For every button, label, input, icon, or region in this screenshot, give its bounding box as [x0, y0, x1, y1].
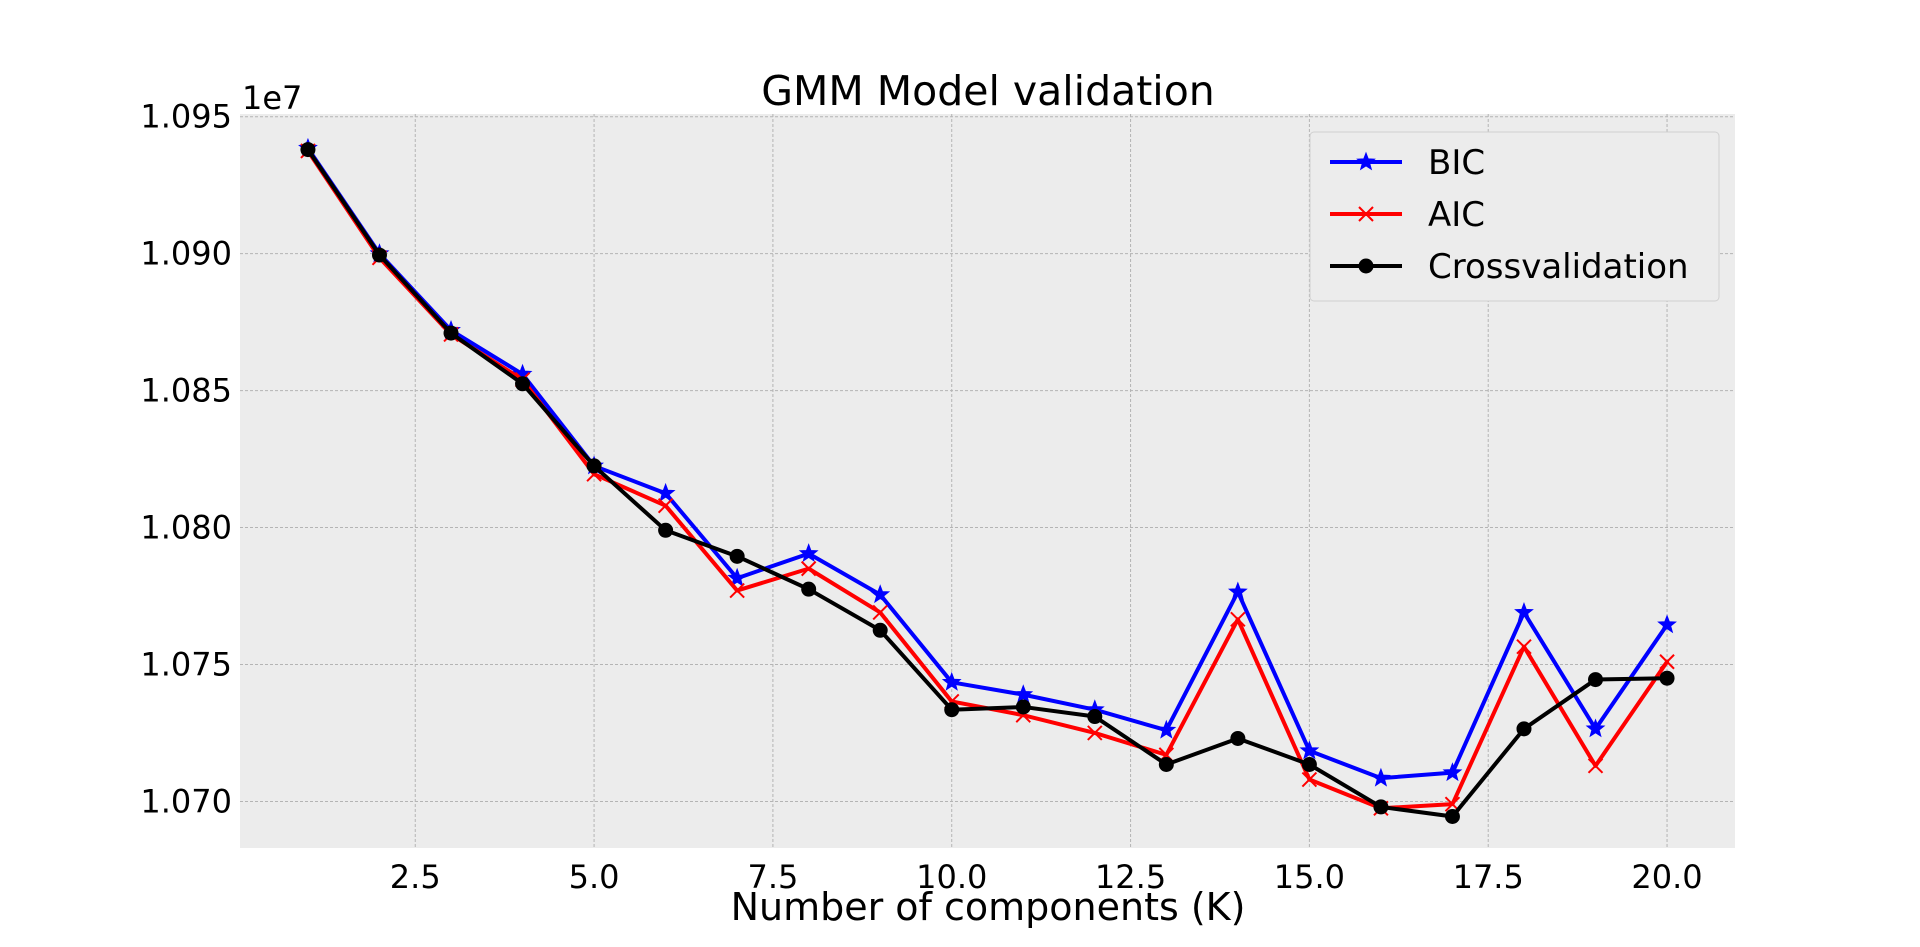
data-point-bic	[1013, 684, 1034, 704]
x-tick-label: 2.5	[390, 858, 441, 896]
data-point-crossvalidation	[872, 622, 888, 638]
y-tick-label: 1.095	[140, 98, 232, 136]
legend-label: AIC	[1428, 195, 1485, 235]
data-point-crossvalidation	[443, 325, 459, 341]
data-point-crossvalidation	[1158, 756, 1174, 772]
series-line-bic	[305, 146, 1670, 781]
y-axis-offset-label: 1e7	[242, 79, 302, 117]
data-point-crossvalidation	[1444, 809, 1460, 825]
x-tick-label: 5.0	[569, 858, 620, 896]
data-point-crossvalidation	[1230, 730, 1246, 746]
data-point-aic	[1659, 654, 1675, 670]
y-axis-ticks: 1.070 1.075 1.080 1.085 1.090 1.095	[140, 98, 232, 821]
data-point-crossvalidation	[729, 548, 745, 564]
legend-marker-crossvalidation	[1358, 258, 1374, 274]
legend-marker-bic	[1356, 151, 1376, 171]
data-point-crossvalidation	[1015, 699, 1031, 715]
data-point-crossvalidation	[1659, 670, 1675, 686]
x-axis-ticks: 2.5 5.0 7.5 10.0 12.5 15.0 17.5 20.0	[390, 858, 1703, 896]
data-point-bic	[941, 671, 962, 691]
data-point-crossvalidation	[1516, 721, 1532, 737]
data-point-crossvalidation	[944, 702, 960, 718]
x-tick-label: 15.0	[1274, 858, 1345, 896]
legend: BIC AIC Crossvalidation	[1309, 131, 1720, 302]
x-tick-label: 12.5	[1095, 858, 1166, 896]
data-point-bic	[1514, 602, 1534, 621]
series-crossvalidation	[300, 142, 1675, 825]
y-tick-label: 1.090	[140, 235, 232, 273]
data-point-crossvalidation	[1301, 756, 1317, 772]
x-tick-label: 7.5	[747, 858, 798, 896]
y-tick-label: 1.080	[140, 509, 232, 547]
x-tick-label: 20.0	[1631, 858, 1702, 896]
y-tick-label: 1.070	[140, 782, 232, 820]
series-layer	[298, 137, 1677, 825]
data-point-aic	[657, 497, 674, 514]
x-tick-label: 17.5	[1453, 858, 1524, 896]
data-point-bic	[1371, 767, 1391, 787]
legend-label: BIC	[1428, 143, 1485, 183]
data-point-bic	[870, 584, 891, 604]
legend-item-bic: BIC	[1330, 143, 1485, 183]
legend-label: Crossvalidation	[1428, 247, 1689, 287]
data-point-bic	[727, 567, 748, 587]
x-axis-label: Number of components (K)	[731, 885, 1246, 929]
legend-item-crossvalidation: Crossvalidation	[1330, 247, 1689, 287]
data-point-aic	[800, 560, 817, 577]
data-point-aic	[729, 582, 745, 599]
data-point-aic	[1516, 638, 1532, 655]
data-point-aic	[1230, 611, 1246, 628]
x-tick-label: 10.0	[916, 858, 987, 896]
legend-item-aic: AIC	[1330, 195, 1485, 235]
data-point-bic	[1299, 740, 1320, 760]
legend-marker-aic	[1358, 206, 1374, 222]
series-line-crossvalidation	[305, 147, 1670, 819]
data-point-bic	[798, 543, 819, 563]
data-point-aic	[1087, 725, 1103, 741]
data-point-crossvalidation	[801, 581, 817, 597]
y-tick-label: 1.075	[140, 646, 232, 684]
legend-box	[1309, 131, 1720, 302]
data-point-crossvalidation	[1087, 709, 1103, 725]
chart-title: GMM Model validation	[761, 67, 1215, 115]
data-point-crossvalidation	[586, 458, 602, 474]
data-point-bic	[1657, 614, 1677, 634]
data-point-bic	[1156, 719, 1177, 739]
data-point-crossvalidation	[1588, 672, 1604, 688]
data-point-bic	[1585, 718, 1606, 738]
data-point-crossvalidation	[1373, 799, 1389, 815]
data-point-bic	[1227, 581, 1248, 601]
data-point-aic	[1301, 771, 1318, 788]
data-point-bic	[1442, 762, 1463, 782]
y-tick-label: 1.085	[140, 372, 232, 410]
data-point-crossvalidation	[371, 247, 387, 263]
data-point-crossvalidation	[300, 142, 316, 158]
data-point-bic	[655, 482, 676, 502]
data-point-aic	[1587, 758, 1604, 774]
data-point-crossvalidation	[658, 522, 674, 538]
data-point-aic	[872, 604, 888, 621]
data-point-crossvalidation	[515, 376, 531, 392]
